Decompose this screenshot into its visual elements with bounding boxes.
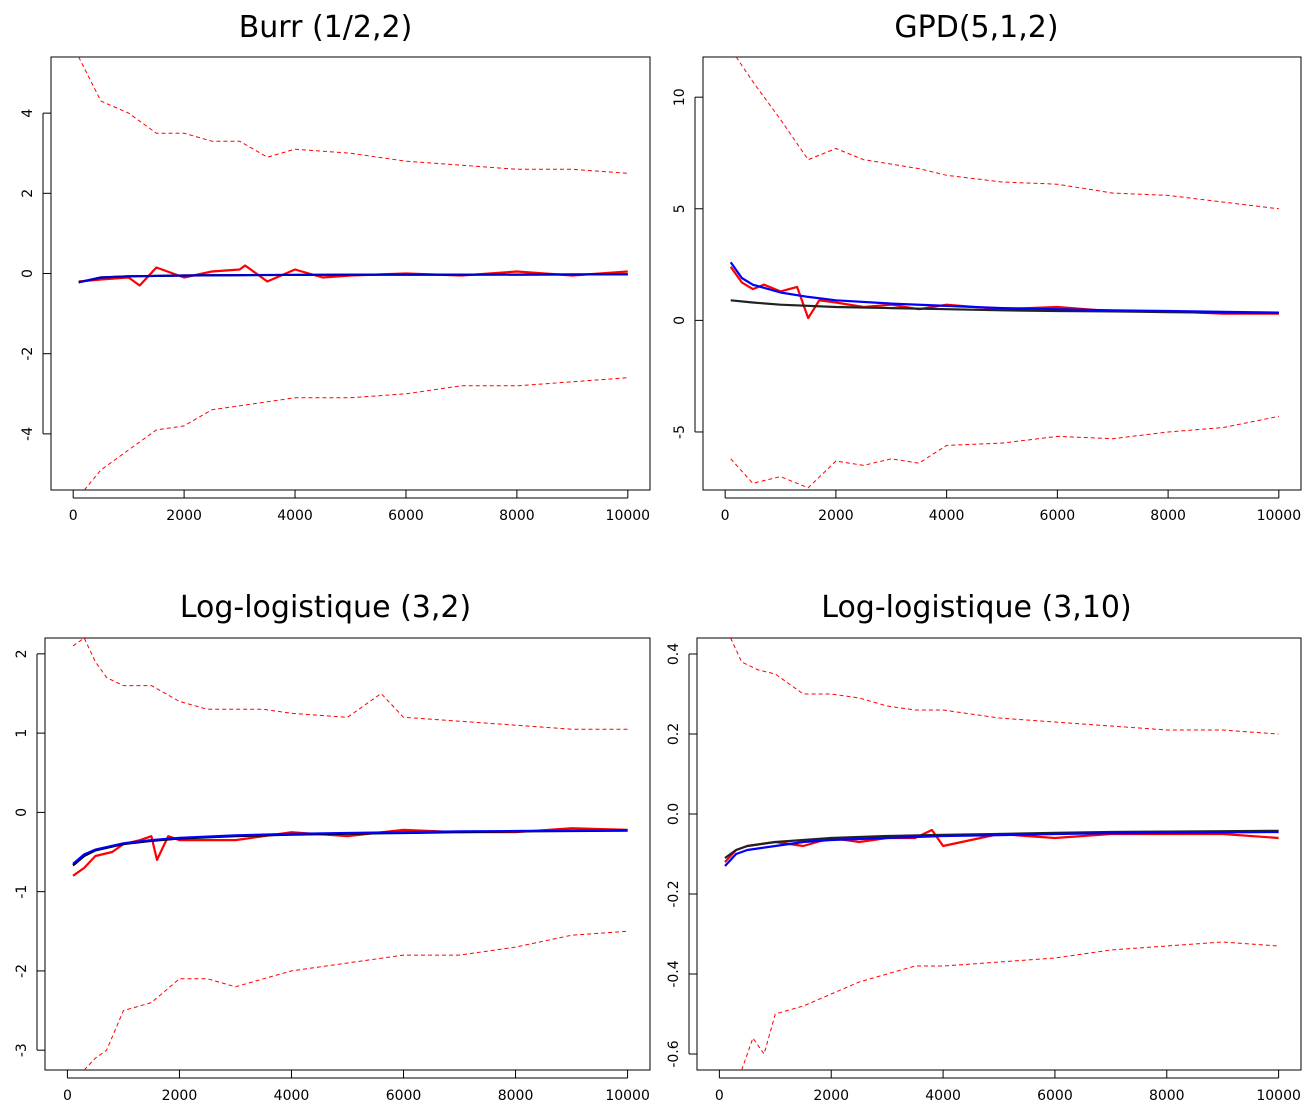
plot-frame xyxy=(702,56,1302,491)
chart-loglogistic-3-2: 0 2000 4000 6000 8000 10000 -3 -2 -1 0 1 2 xyxy=(14,637,651,1104)
y-tick-label: 1 xyxy=(14,729,30,738)
dashed-series-line xyxy=(83,377,628,490)
y-tick-label: -5 xyxy=(672,425,688,439)
x-tick-label: 4000 xyxy=(277,508,313,524)
chart-title: Log-logistique (3,10) xyxy=(821,590,1132,625)
solid-series-line xyxy=(724,829,1279,859)
dashed-series-line xyxy=(78,57,628,174)
x-tick-label: 0 xyxy=(715,1088,724,1104)
solid-series-line xyxy=(724,830,1279,867)
x-tick-label: 4000 xyxy=(274,1088,310,1104)
y-tick-label: 2 xyxy=(20,189,36,198)
solid-series-line xyxy=(729,261,1279,314)
x-tick-label: 10000 xyxy=(1256,1088,1301,1104)
y-tick-label: -1 xyxy=(14,885,30,899)
panel-gpd: GPD(5,1,2) 0 2000 4000 6000 8000 10000 -5 0 5 10 xyxy=(651,0,1302,545)
x-tick-label: 2000 xyxy=(162,1088,198,1104)
x-tick-label: 8000 xyxy=(1150,508,1186,524)
dashed-series-line xyxy=(72,638,628,730)
y-tick-label: 5 xyxy=(672,204,688,213)
y-tick-label: -3 xyxy=(14,1043,30,1057)
dashed-series-line xyxy=(730,415,1279,489)
dashed-series-line xyxy=(741,941,1279,1070)
panel-loglogistic-3-2: Log-logistique (3,2) 0 2000 4000 6000 8000 10… xyxy=(0,580,651,1113)
solid-series-line xyxy=(72,827,628,877)
y-tick-label: -0.6 xyxy=(666,1040,682,1067)
y-tick-label: -0.2 xyxy=(666,880,682,907)
chart-title: Log-logistique (3,2) xyxy=(179,590,472,625)
x-tick-label: 0 xyxy=(721,508,730,524)
dashed-series-line xyxy=(83,930,628,1070)
dashed-series-line xyxy=(730,638,1279,735)
chart-title: Burr (1/2,2) xyxy=(238,10,413,45)
series-group xyxy=(724,638,1279,1070)
x-tick-label: 8000 xyxy=(498,1088,534,1104)
y-tick-label: 4 xyxy=(20,109,36,118)
x-tick-label: 6000 xyxy=(1040,508,1076,524)
dashed-series-line xyxy=(735,57,1279,210)
panel-burr: Burr (1/2,2) 0 2000 4000 6000 8000 10000 -4 -2 0… xyxy=(0,0,651,545)
y-tick-label: 10 xyxy=(672,88,688,106)
y-tick-label: 0 xyxy=(672,316,688,325)
x-tick-label: 10000 xyxy=(605,1088,650,1104)
x-tick-label: 10000 xyxy=(606,508,651,524)
x-tick-label: 0 xyxy=(63,1088,72,1104)
x-tick-label: 0 xyxy=(69,508,78,524)
series-group xyxy=(729,57,1279,489)
plot-frame xyxy=(44,637,651,1071)
y-tick-label: 0.2 xyxy=(666,723,682,745)
y-tick-label: 2 xyxy=(14,649,30,658)
y-tick-label: 0.0 xyxy=(666,803,682,825)
x-tick-label: 2000 xyxy=(813,1088,849,1104)
y-tick-label: 0 xyxy=(14,808,30,817)
y-tick-label: -2 xyxy=(20,347,36,361)
x-tick-label: 6000 xyxy=(1037,1088,1073,1104)
series-group xyxy=(72,638,628,1070)
solid-series-line xyxy=(78,273,628,284)
x-tick-label: 4000 xyxy=(929,508,965,524)
panel-loglogistic-3-10: Log-logistique (3,10) 0 2000 4000 6000 8000 1… xyxy=(651,580,1302,1113)
y-tick-label: -2 xyxy=(14,964,30,978)
y-tick-label: -4 xyxy=(20,427,36,441)
x-tick-label: 2000 xyxy=(166,508,202,524)
chart-burr: 0 2000 4000 6000 8000 10000 -4 -2 0 2 4 xyxy=(20,56,651,524)
y-tick-label: -0.4 xyxy=(666,960,682,987)
x-tick-label: 4000 xyxy=(925,1088,961,1104)
series-group xyxy=(78,57,628,490)
x-tick-label: 8000 xyxy=(499,508,535,524)
x-tick-label: 2000 xyxy=(818,508,854,524)
chart-loglogistic-3-10: 0 2000 4000 6000 8000 10000 -0.6 -0.4 -0.2 0.0 0.2… xyxy=(666,637,1302,1104)
x-tick-label: 8000 xyxy=(1149,1088,1185,1104)
solid-series-line xyxy=(72,829,628,865)
y-tick-label: 0.4 xyxy=(666,643,682,665)
x-tick-label: 10000 xyxy=(1257,508,1302,524)
y-tick-label: 0 xyxy=(20,269,36,278)
chart-title: GPD(5,1,2) xyxy=(894,10,1059,45)
chart-gpd: 0 2000 4000 6000 8000 10000 -5 0 5 10 xyxy=(672,56,1302,524)
x-tick-label: 6000 xyxy=(388,508,424,524)
x-tick-label: 6000 xyxy=(386,1088,422,1104)
plot-frame xyxy=(696,637,1302,1071)
